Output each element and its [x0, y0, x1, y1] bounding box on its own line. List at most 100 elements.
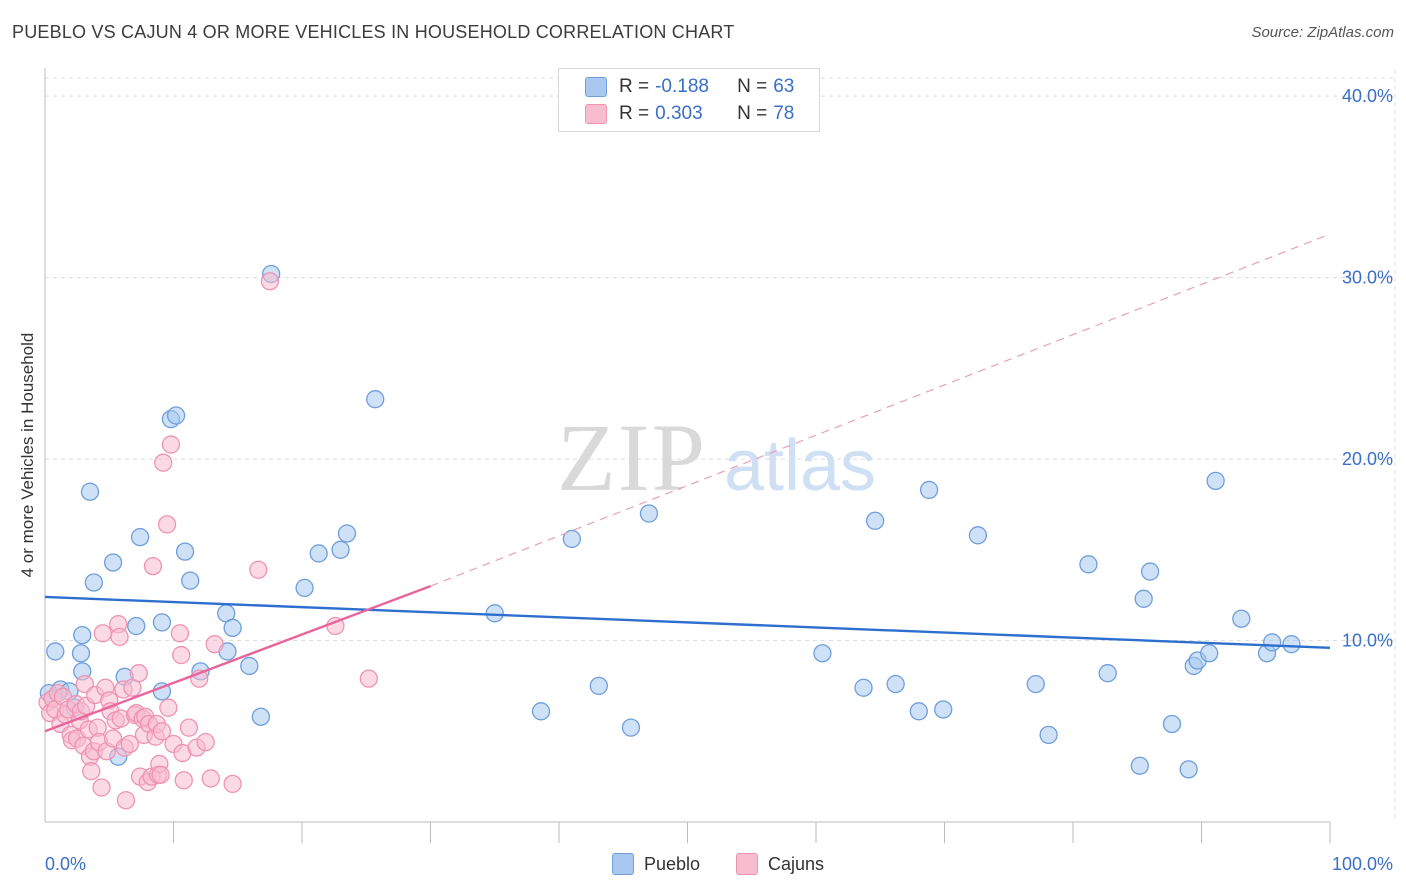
- y-tick-label: 30.0%: [1342, 268, 1393, 288]
- data-point-pueblo: [1039, 725, 1058, 745]
- data-point-cajuns: [93, 624, 112, 643]
- trend-layer: [44, 233, 1331, 733]
- bottom-legend-swatch-cajuns: [736, 853, 758, 875]
- data-point-cajuns: [157, 515, 177, 534]
- bottom-legend-swatch-pueblo: [612, 853, 634, 875]
- correlation-legend: R = -0.188 N = 63 R = 0.303 N = 78: [558, 68, 820, 132]
- bottom-legend-label-pueblo: Pueblo: [644, 853, 701, 874]
- data-point-cajuns: [205, 635, 224, 654]
- x-tick-label: 100.0%: [1332, 854, 1393, 874]
- y-tick-label: 40.0%: [1342, 86, 1393, 106]
- legend-row-cajuns: R = 0.303 N = 78: [585, 102, 794, 126]
- data-point-cajuns: [154, 453, 173, 472]
- data-point-pueblo: [309, 544, 328, 563]
- data-point-cajuns: [82, 762, 101, 781]
- points-layer: [38, 264, 1301, 810]
- data-point-cajuns: [92, 778, 111, 797]
- watermark-zip: ZIP: [557, 404, 707, 511]
- y-axis-label: 4 or more Vehicles in Household: [18, 332, 37, 578]
- data-point-pueblo: [919, 480, 939, 500]
- watermark-atlas: atlas: [724, 426, 876, 506]
- data-point-pueblo: [46, 642, 65, 661]
- data-point-cajuns: [249, 560, 268, 579]
- legend-n-value-pueblo: 63: [773, 76, 795, 97]
- data-point-cajuns: [151, 765, 170, 784]
- data-point-pueblo: [1026, 674, 1045, 694]
- data-point-pueblo: [1282, 635, 1301, 654]
- data-point-pueblo: [1263, 633, 1282, 652]
- data-point-pueblo: [865, 511, 885, 530]
- data-point-pueblo: [223, 618, 242, 637]
- legend-r-value-cajuns: 0.303: [655, 103, 703, 124]
- data-point-cajuns: [260, 272, 280, 291]
- data-point-pueblo: [1079, 555, 1098, 574]
- data-point-pueblo: [1162, 714, 1182, 734]
- legend-n-label: N =: [737, 103, 768, 124]
- data-point-pueblo: [531, 702, 551, 721]
- data-point-pueblo: [295, 578, 314, 598]
- data-point-pueblo: [854, 678, 873, 697]
- bottom-legend-label-cajuns: Cajuns: [768, 853, 825, 874]
- data-point-pueblo: [103, 553, 123, 572]
- data-point-cajuns: [152, 722, 172, 741]
- x-tick-label: 0.0%: [45, 854, 86, 874]
- data-point-pueblo: [331, 540, 350, 559]
- data-point-cajuns: [159, 698, 178, 717]
- bottom-legend-cajuns: Cajuns: [736, 852, 824, 876]
- data-point-pueblo: [589, 676, 608, 696]
- data-point-pueblo: [934, 700, 953, 719]
- data-point-pueblo: [639, 504, 659, 523]
- data-point-pueblo: [1140, 562, 1160, 581]
- watermark: ZIP atlas: [557, 404, 876, 511]
- data-point-cajuns: [174, 771, 193, 790]
- data-point-pueblo: [71, 644, 91, 663]
- grid-layer: [45, 70, 1396, 822]
- data-point-pueblo: [1130, 756, 1149, 775]
- legend-n-value-cajuns: 78: [773, 103, 795, 124]
- data-point-pueblo: [127, 616, 146, 636]
- data-point-pueblo: [80, 482, 100, 501]
- data-point-cajuns: [110, 627, 129, 647]
- data-point-pueblo: [251, 707, 271, 726]
- data-point-cajuns: [172, 645, 191, 665]
- data-point-pueblo: [485, 604, 504, 623]
- data-point-cajuns: [129, 664, 148, 683]
- trend-line-cajuns: [44, 584, 431, 733]
- bottom-legend-pueblo: Pueblo: [612, 852, 700, 876]
- tick-labels: 10.0% 20.0% 30.0% 40.0% 0.0% 100.0%: [45, 86, 1393, 874]
- data-point-pueblo: [240, 656, 259, 676]
- legend-swatch-pueblo: [585, 77, 607, 97]
- legend-swatch-cajuns: [585, 104, 607, 124]
- data-point-pueblo: [366, 390, 385, 409]
- data-point-pueblo: [886, 674, 905, 694]
- data-point-cajuns: [223, 774, 242, 794]
- data-point-cajuns: [170, 624, 190, 643]
- y-tick-label: 10.0%: [1342, 631, 1393, 651]
- data-point-cajuns: [143, 556, 163, 576]
- legend-row-pueblo: R = -0.188 N = 63: [585, 75, 794, 99]
- source-label: Source: ZipAtlas.com: [1251, 24, 1394, 41]
- data-point-pueblo: [1206, 471, 1225, 490]
- data-point-pueblo: [1179, 760, 1198, 779]
- y-tick-label: 20.0%: [1342, 449, 1393, 469]
- axis-layer: [44, 68, 1331, 843]
- data-point-cajuns: [120, 734, 139, 754]
- trend-extension-cajuns: [430, 233, 1331, 587]
- data-point-pueblo: [152, 613, 172, 632]
- data-point-pueblo: [337, 524, 357, 543]
- data-point-pueblo: [968, 526, 988, 545]
- data-point-pueblo: [562, 529, 581, 549]
- data-point-cajuns: [179, 718, 199, 737]
- data-point-pueblo: [181, 571, 200, 590]
- data-point-cajuns: [201, 769, 220, 788]
- data-point-pueblo: [1134, 589, 1153, 608]
- data-point-pueblo: [909, 702, 928, 721]
- data-point-cajuns: [116, 791, 136, 810]
- data-point-pueblo: [1098, 664, 1117, 683]
- data-point-pueblo: [166, 406, 186, 425]
- legend-r-value-pueblo: -0.188: [655, 76, 709, 97]
- data-point-pueblo: [621, 718, 641, 737]
- data-point-pueblo: [130, 527, 150, 547]
- data-point-cajuns: [196, 733, 215, 752]
